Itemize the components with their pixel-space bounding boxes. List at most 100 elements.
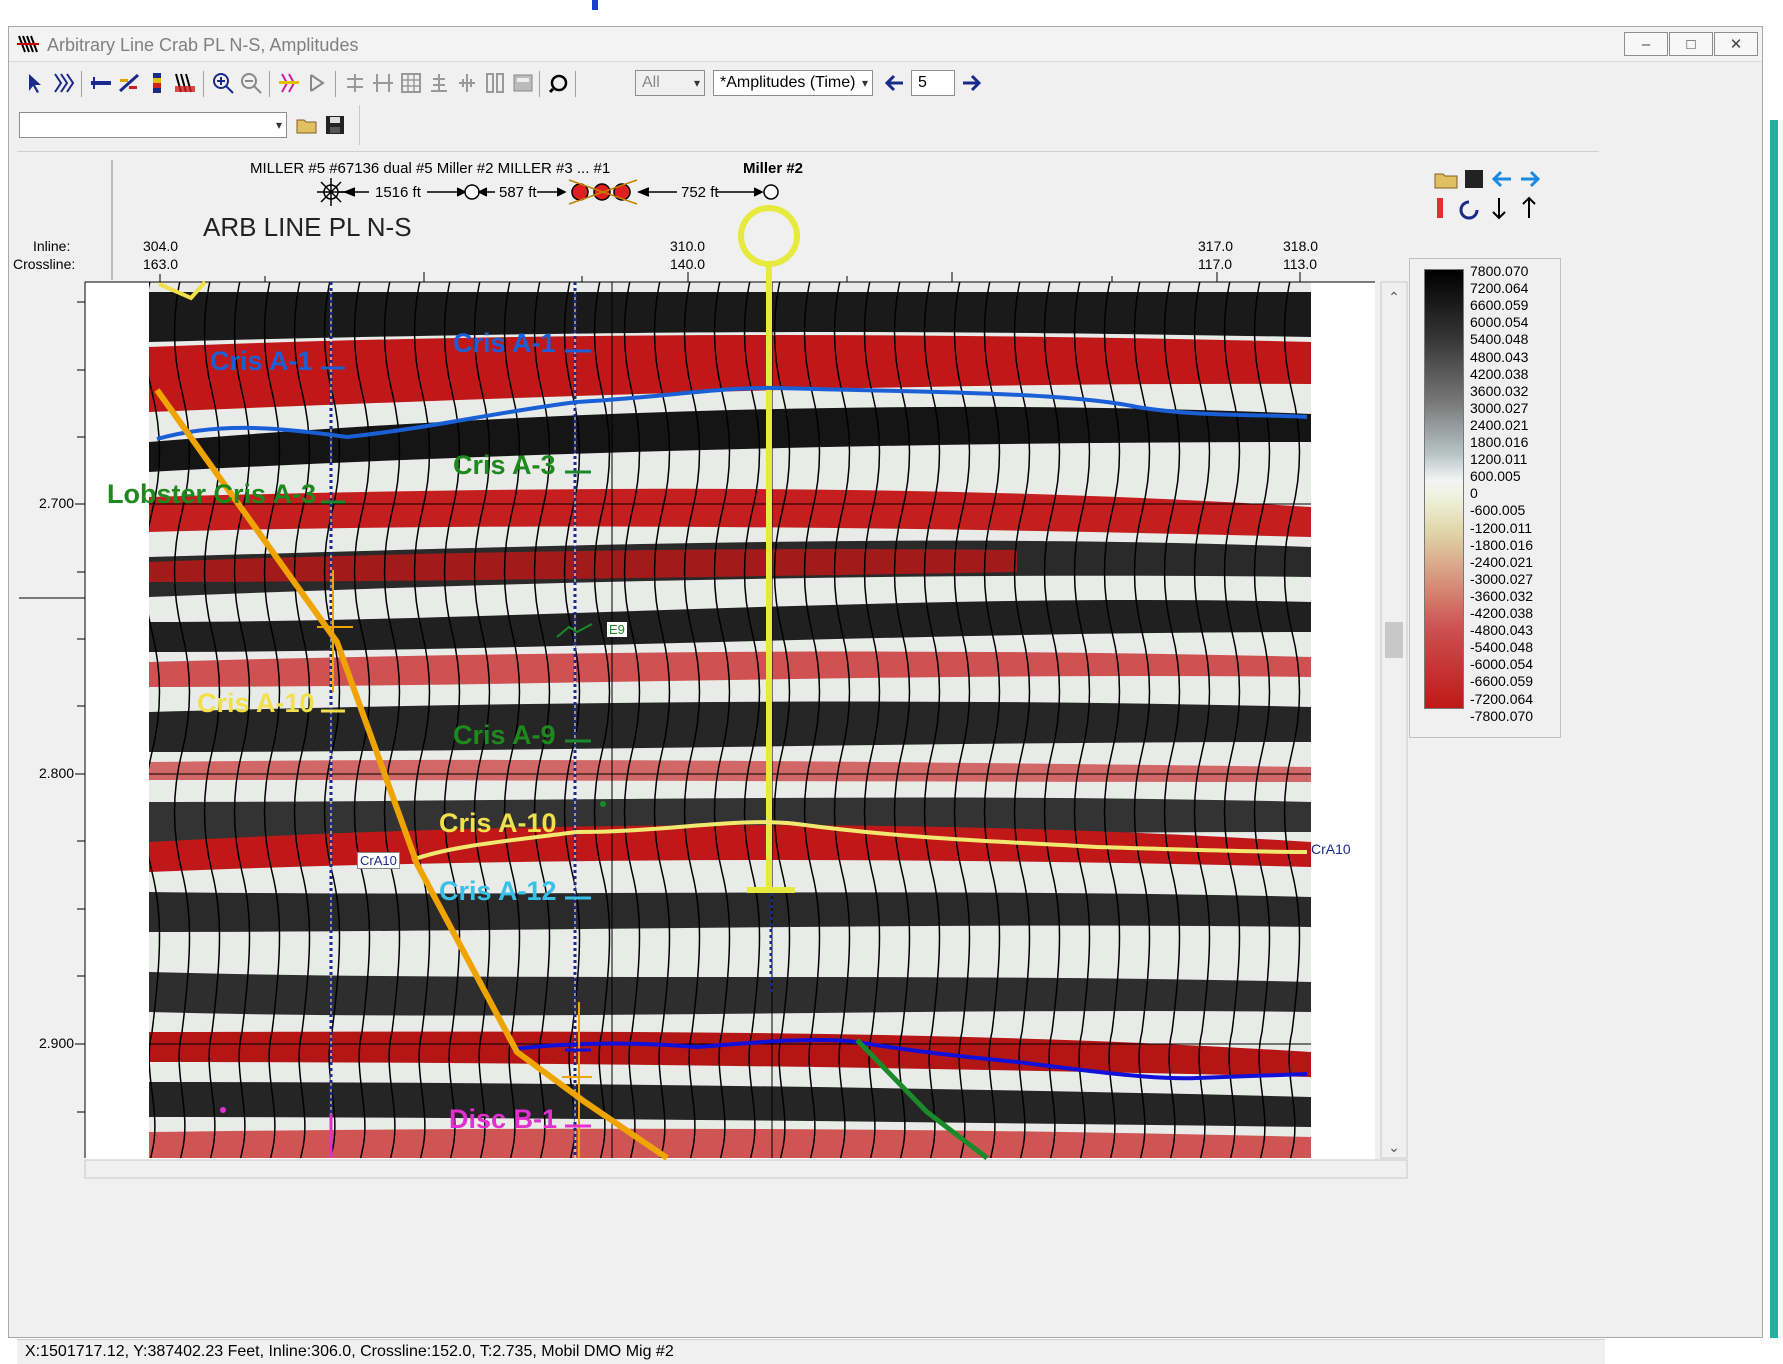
fault-orange (154, 388, 669, 1161)
undo-icon[interactable] (1459, 200, 1479, 220)
colorbar-label: -4200.038 (1470, 605, 1534, 621)
colorbar-label: 1200.011 (1470, 451, 1528, 468)
horizon-cris-a1 (156, 385, 1308, 441)
horizon-disc-b1 (511, 1037, 1308, 1081)
open-folder-icon[interactable] (295, 113, 319, 137)
view-select[interactable]: ▾ (19, 112, 287, 138)
inline-tick-4: 318.0 (1283, 238, 1319, 254)
filter-select[interactable]: All ▾ (635, 70, 705, 96)
miller2-header-label: Miller #2 (743, 160, 804, 177)
color-bar-icon[interactable] (145, 71, 169, 95)
horizon-label-cris-a9: Cris A-9 (453, 720, 556, 750)
secondary-toolbar: ▾ (17, 105, 417, 145)
pointer-icon[interactable] (23, 71, 47, 95)
flip-icon[interactable] (305, 71, 329, 95)
colorbar-label: -2400.021 (1470, 553, 1534, 570)
split-icon[interactable] (455, 71, 479, 95)
app-window: Arbitrary Line Crab PL N-S, Amplitudes –… (8, 26, 1763, 1364)
scroll-down-icon[interactable]: ⌄ (1388, 1139, 1400, 1155)
colorbar-label: 6000.054 (1470, 314, 1529, 331)
fault-pick-icon[interactable] (117, 71, 141, 95)
sort-up-icon[interactable] (1522, 196, 1536, 218)
horizon-label-disc-b1: Disc B-1 (449, 1104, 558, 1134)
sort-down-icon[interactable] (1492, 198, 1506, 220)
colorbar-label: 4800.043 (1470, 348, 1529, 365)
horizontal-scrollbar[interactable] (84, 1159, 1408, 1179)
inline-tick-3: 317.0 (1198, 238, 1234, 254)
align-icon[interactable] (427, 71, 451, 95)
colorbar-label: 6600.059 (1470, 297, 1529, 314)
crossline-axis-label: Crossline: (13, 256, 76, 272)
arrow-right-icon[interactable] (959, 71, 983, 95)
maximize-button[interactable]: □ (1669, 32, 1713, 56)
fault-yellow-segment (158, 280, 207, 301)
main-toolbar: All ▾ *Amplitudes (Time) ▾ 5 (17, 63, 1127, 103)
horizon-label-cris-a1-left: Cris A-1 (210, 346, 313, 376)
columns-icon[interactable] (483, 71, 507, 95)
inline-axis-label: Inline: (33, 238, 71, 254)
tool-a-icon[interactable] (343, 71, 367, 95)
settings-wrench-icon[interactable] (547, 71, 571, 95)
horizon-label-cris-a10-mid: Cris A-10 (439, 808, 557, 838)
colorbar-label: -7800.070 (1470, 707, 1534, 724)
horizon-tag-cra10-left: CrA10 (357, 852, 400, 869)
horizon-label-cris-a12: Cris A-12 (439, 876, 557, 906)
seismic-amplitude-image (149, 282, 1311, 1158)
vertical-scrollbar[interactable] (1380, 281, 1408, 1159)
wiggle-trace-icon[interactable] (51, 71, 75, 95)
colorbar-label: 7800.070 (1470, 263, 1529, 279)
colorbar-label: 4200.038 (1470, 365, 1529, 382)
left-arrow-icon[interactable] (1491, 170, 1511, 188)
colorbar-gradient (1424, 269, 1464, 709)
grid-icon[interactable] (399, 71, 423, 95)
crossline-tick-2: 140.0 (670, 256, 706, 272)
colorbar-label: 3000.027 (1470, 399, 1529, 416)
window-title: Arbitrary Line Crab PL N-S, Amplitudes (47, 35, 359, 55)
colorbar-label: -600.005 (1470, 502, 1526, 519)
colorbar-label: -6600.059 (1470, 673, 1534, 690)
seismic-canvas[interactable]: ⌃ ⌄ (17, 152, 1599, 1338)
right-arrow-icon[interactable] (1521, 170, 1541, 188)
trace-color-icon[interactable] (277, 71, 301, 95)
panel-icon[interactable] (511, 71, 535, 95)
colorbar-label: 0 (1470, 485, 1478, 502)
color-sort-icon[interactable] (1437, 198, 1443, 218)
horizon-tag-cra10-right: CrA10 (1311, 841, 1351, 857)
title-bar: Arbitrary Line Crab PL N-S, Amplitudes –… (9, 27, 1762, 62)
panel-tool-icons (1434, 170, 1541, 220)
horizon-icon[interactable] (89, 71, 113, 95)
inline-tick-1: 304.0 (143, 238, 179, 254)
minimize-button[interactable]: – (1624, 32, 1668, 56)
zoom-in-icon[interactable] (211, 71, 235, 95)
time-label-2900: 2.900 (39, 1035, 75, 1051)
scroll-up-icon[interactable]: ⌃ (1388, 289, 1400, 305)
fault-green (855, 1038, 989, 1160)
colorbar-label: 7200.064 (1470, 280, 1529, 297)
well-names-label: MILLER #5 #67136 dual #5 Miller #2 MILLE… (250, 160, 611, 177)
colorbar-label: 5400.048 (1470, 331, 1529, 348)
seismic-display-icon[interactable] (173, 71, 197, 95)
crossline-tick-1: 163.0 (143, 256, 179, 272)
tool-b-icon[interactable] (371, 71, 395, 95)
open-icon[interactable] (1434, 173, 1458, 189)
horizon-label-cris-a1-right: Cris A-1 (453, 328, 556, 358)
attribute-select[interactable]: *Amplitudes (Time) ▾ (713, 70, 873, 96)
colorbar-label: -1800.016 (1470, 536, 1534, 553)
save-colorbar-icon[interactable] (1465, 170, 1483, 188)
marker-label-e9: E9 (607, 622, 627, 637)
line-title: ARB LINE PL N-S (203, 212, 412, 242)
status-bar: X:1501717.12, Y:387402.23 Feet, Inline:3… (17, 1339, 1605, 1364)
step-input[interactable]: 5 (911, 70, 955, 96)
horizon-label-cris-a10-left: Cris A-10 (197, 688, 315, 718)
crossline-tick-3: 117.0 (1198, 256, 1232, 272)
miller2-well-marker[interactable] (738, 205, 800, 893)
colorbar-label: 2400.021 (1470, 416, 1529, 433)
close-button[interactable]: ✕ (1714, 32, 1758, 56)
zoom-out-icon[interactable] (239, 71, 263, 95)
arrow-left-icon[interactable] (883, 71, 907, 95)
crossline-tick-4: 113.0 (1283, 256, 1317, 272)
save-icon[interactable] (323, 113, 347, 137)
seismic-view: ⌃ ⌄ (13, 151, 1599, 1324)
scrollbar-thumb[interactable] (1385, 622, 1403, 658)
time-label-2800: 2.800 (39, 765, 75, 781)
